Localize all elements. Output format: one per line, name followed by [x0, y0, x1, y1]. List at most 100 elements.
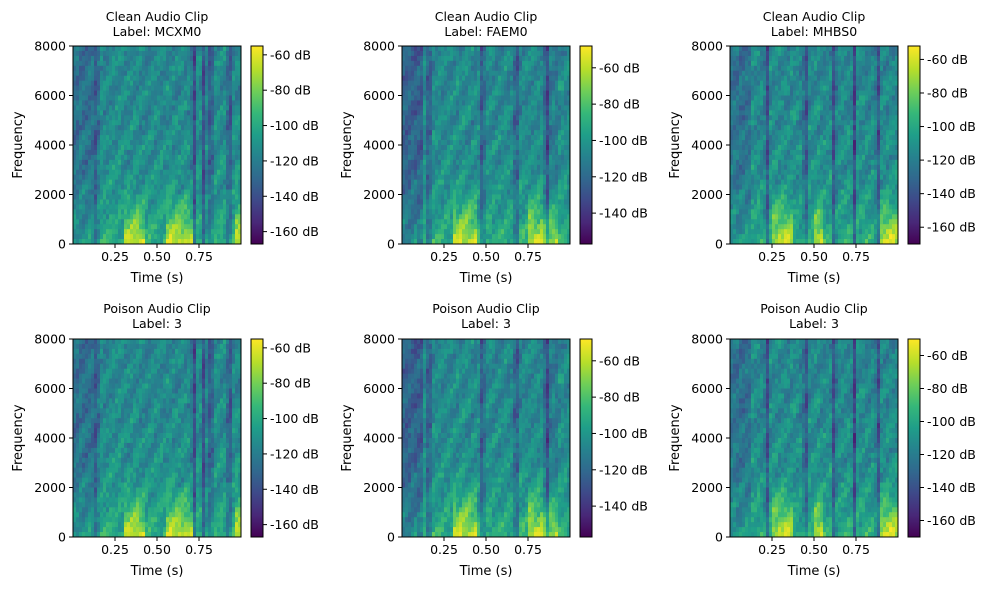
heatmap-cell	[736, 209, 739, 214]
heatmap-cell	[483, 140, 486, 145]
heatmap-cell	[133, 199, 136, 204]
heatmap-cell	[405, 110, 408, 115]
heatmap-cell	[444, 105, 447, 110]
heatmap-cell	[226, 81, 229, 86]
heatmap-cell	[175, 135, 178, 140]
heatmap-cell	[504, 46, 507, 51]
heatmap-cell	[423, 86, 426, 91]
heatmap-cell	[513, 61, 516, 66]
heatmap-cell	[145, 76, 148, 81]
heatmap-cell	[525, 51, 528, 56]
heatmap-cell	[124, 165, 127, 170]
heatmap-cell	[103, 229, 106, 234]
heatmap-cell	[754, 100, 757, 105]
heatmap-cell	[549, 96, 552, 101]
heatmap-cell	[552, 175, 555, 180]
heatmap-cell	[537, 100, 540, 105]
heatmap-cell	[199, 204, 202, 209]
heatmap-cell	[429, 46, 432, 51]
heatmap-cell	[733, 180, 736, 185]
heatmap-cell	[163, 195, 166, 200]
heatmap-cell	[429, 105, 432, 110]
heatmap-cell	[106, 61, 109, 66]
heatmap-cell	[408, 229, 411, 234]
heatmap-cell	[471, 130, 474, 135]
heatmap-cell	[103, 105, 106, 110]
heatmap-cell	[468, 76, 471, 81]
heatmap-cell	[501, 160, 504, 165]
heatmap-cell	[525, 46, 528, 51]
heatmap-cell	[181, 100, 184, 105]
heatmap-cell	[480, 66, 483, 71]
heatmap-cell	[471, 71, 474, 76]
heatmap-cell	[543, 120, 546, 125]
heatmap-cell	[175, 195, 178, 200]
heatmap-cell	[91, 61, 94, 66]
heatmap-cell	[181, 175, 184, 180]
heatmap-cell	[151, 209, 154, 214]
heatmap-cell	[465, 46, 468, 51]
heatmap-cell	[157, 66, 160, 71]
heatmap-cell	[205, 209, 208, 214]
heatmap-cell	[109, 160, 112, 165]
heatmap-cell	[730, 120, 733, 125]
heatmap-cell	[438, 214, 441, 219]
heatmap-cell	[564, 56, 567, 61]
heatmap-cell	[447, 180, 450, 185]
heatmap-cell	[438, 219, 441, 224]
heatmap-cell	[414, 86, 417, 91]
heatmap-cell	[736, 125, 739, 130]
heatmap-cell	[157, 199, 160, 204]
heatmap-cell	[525, 120, 528, 125]
heatmap-cell	[742, 56, 745, 61]
heatmap-cell	[139, 160, 142, 165]
heatmap-cell	[757, 71, 760, 76]
heatmap-cell	[444, 115, 447, 120]
heatmap-cell	[519, 71, 522, 76]
heatmap-cell	[85, 66, 88, 71]
heatmap-cell	[552, 91, 555, 96]
heatmap-cell	[157, 145, 160, 150]
heatmap-cell	[124, 224, 127, 229]
heatmap-cell	[420, 135, 423, 140]
heatmap-cell	[148, 115, 151, 120]
panel-title-line2: Label: MCXM0	[113, 24, 202, 39]
heatmap-cell	[742, 96, 745, 101]
heatmap-cell	[420, 214, 423, 219]
heatmap-cell	[480, 115, 483, 120]
heatmap-cell	[178, 100, 181, 105]
heatmap-cell	[531, 214, 534, 219]
heatmap-cell	[414, 120, 417, 125]
heatmap-cell	[199, 145, 202, 150]
heatmap-cell	[736, 96, 739, 101]
heatmap-cell	[426, 195, 429, 200]
heatmap-cell	[109, 209, 112, 214]
heatmap-cell	[199, 71, 202, 76]
heatmap-cell	[79, 219, 82, 224]
heatmap-cell	[402, 51, 405, 56]
heatmap-cell	[202, 96, 205, 101]
heatmap-cell	[459, 115, 462, 120]
heatmap-cell	[438, 135, 441, 140]
heatmap-cell	[432, 195, 435, 200]
heatmap-cell	[420, 165, 423, 170]
heatmap-cell	[166, 214, 169, 219]
heatmap-cell	[429, 135, 432, 140]
heatmap-cell	[549, 71, 552, 76]
heatmap-cell	[465, 229, 468, 234]
heatmap-cell	[450, 185, 453, 190]
heatmap-cell	[465, 115, 468, 120]
heatmap-cell	[546, 86, 549, 91]
heatmap-cell	[546, 224, 549, 229]
heatmap-cell	[504, 180, 507, 185]
heatmap-cell	[411, 190, 414, 195]
heatmap-cell	[112, 46, 115, 51]
heatmap-cell	[561, 219, 564, 224]
heatmap-cell	[751, 46, 754, 51]
heatmap-cell	[498, 140, 501, 145]
heatmap-cell	[462, 175, 465, 180]
heatmap-cell	[106, 214, 109, 219]
heatmap-cell	[543, 160, 546, 165]
heatmap-cell	[130, 209, 133, 214]
heatmap-cell	[187, 214, 190, 219]
